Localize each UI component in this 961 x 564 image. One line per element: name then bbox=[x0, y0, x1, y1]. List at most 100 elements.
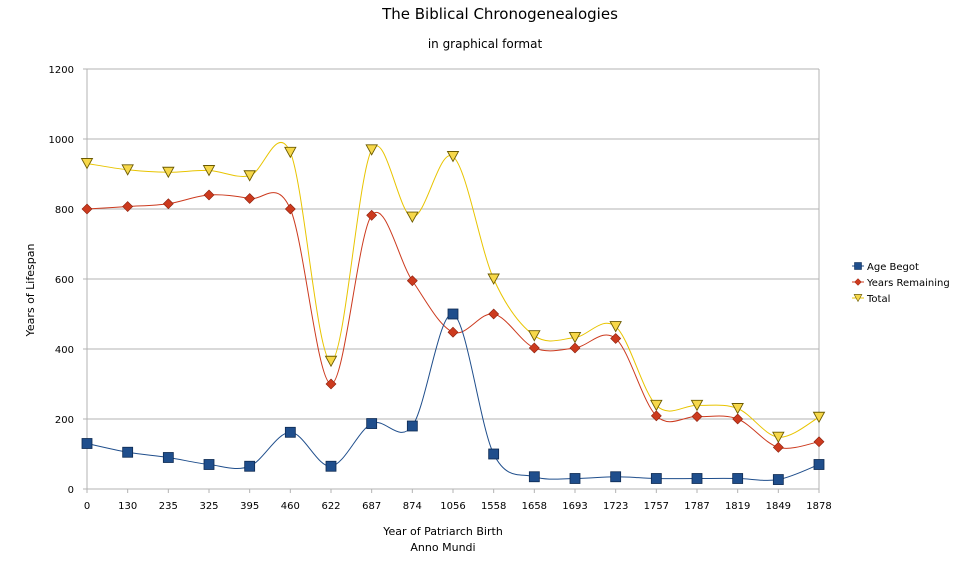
x-axis-title: Year of Patriarch Birth bbox=[382, 525, 503, 538]
point-years-remaining bbox=[528, 342, 540, 354]
x-tick-label: 1658 bbox=[522, 501, 547, 512]
point-total bbox=[528, 330, 541, 342]
point-total bbox=[365, 144, 378, 156]
series-layer bbox=[80, 142, 826, 485]
point-age-begot bbox=[366, 418, 378, 429]
legend: Age Begot Years Remaining Total bbox=[852, 262, 950, 305]
point-age-begot bbox=[488, 448, 500, 460]
point-years-remaining bbox=[447, 326, 459, 338]
y-tick-label: 400 bbox=[55, 345, 74, 356]
point-total bbox=[731, 403, 744, 415]
point-years-remaining bbox=[203, 189, 215, 201]
point-years-remaining bbox=[813, 436, 825, 448]
point-total bbox=[650, 399, 663, 412]
point-total bbox=[406, 211, 419, 223]
point-years-remaining bbox=[284, 203, 296, 215]
y-tick-label: 1200 bbox=[49, 65, 74, 76]
series-line-total bbox=[86, 142, 820, 438]
point-total bbox=[446, 151, 460, 163]
point-total bbox=[121, 164, 134, 176]
point-years-remaining bbox=[325, 378, 337, 390]
x-tick-label: 1723 bbox=[603, 501, 628, 512]
series-line-years-remaining bbox=[86, 192, 820, 449]
point-total bbox=[609, 321, 622, 333]
point-total bbox=[284, 146, 297, 159]
series-line-age-begot bbox=[86, 313, 820, 481]
legend-label-total: Total bbox=[866, 294, 890, 305]
y-tick-label: 200 bbox=[55, 415, 74, 426]
point-years-remaining bbox=[244, 193, 256, 204]
chart-subtitle: in graphical format bbox=[428, 37, 543, 51]
point-years-remaining bbox=[162, 198, 174, 210]
x-tick-label: 1819 bbox=[725, 501, 750, 512]
legend-marker-years-remaining bbox=[854, 278, 862, 286]
chart-title: The Biblical Chronogenealogies bbox=[381, 5, 618, 23]
point-age-begot bbox=[81, 438, 93, 449]
x-tick-label: 1056 bbox=[440, 501, 465, 512]
point-age-begot bbox=[325, 460, 337, 472]
x-tick-label: 874 bbox=[403, 501, 422, 512]
x-tick-label: 1878 bbox=[806, 501, 831, 512]
point-age-begot bbox=[244, 460, 256, 472]
x-tick-label: 395 bbox=[240, 501, 259, 512]
legend-label-years-remaining: Years Remaining bbox=[866, 278, 950, 289]
x-tick-label: 130 bbox=[118, 501, 137, 512]
point-age-begot bbox=[772, 474, 784, 485]
point-years-remaining bbox=[366, 209, 378, 221]
x-tick-label: 1849 bbox=[766, 501, 791, 512]
legend-marker-age-begot bbox=[854, 262, 862, 270]
x-tick-label: 1757 bbox=[644, 501, 669, 512]
x-tick-label: 325 bbox=[199, 501, 218, 512]
point-age-begot bbox=[122, 446, 134, 458]
point-total bbox=[202, 165, 216, 177]
point-age-begot bbox=[528, 471, 540, 483]
point-total bbox=[80, 158, 94, 170]
x-tick-label: 1693 bbox=[562, 501, 587, 512]
point-total bbox=[812, 411, 826, 424]
point-years-remaining bbox=[691, 411, 703, 422]
x-tick-label: 460 bbox=[281, 501, 300, 512]
point-years-remaining bbox=[569, 342, 581, 354]
point-total bbox=[324, 355, 338, 368]
y-tick-label: 1000 bbox=[49, 135, 74, 146]
point-years-remaining bbox=[122, 201, 134, 212]
point-total bbox=[568, 332, 582, 344]
point-age-begot bbox=[569, 473, 581, 484]
point-age-begot bbox=[610, 471, 622, 483]
point-age-begot bbox=[732, 473, 744, 484]
point-total bbox=[243, 170, 256, 182]
point-total bbox=[162, 166, 175, 179]
point-age-begot bbox=[650, 473, 662, 484]
x-tick-label: 235 bbox=[159, 501, 178, 512]
point-total bbox=[487, 273, 500, 285]
point-years-remaining bbox=[81, 203, 93, 215]
legend-label-age-begot: Age Begot bbox=[867, 262, 919, 273]
point-age-begot bbox=[691, 473, 703, 484]
point-years-remaining bbox=[488, 308, 500, 320]
point-age-begot bbox=[813, 459, 825, 470]
point-age-begot bbox=[284, 426, 296, 438]
point-age-begot bbox=[406, 420, 418, 432]
point-total bbox=[772, 431, 785, 444]
point-total bbox=[690, 399, 704, 412]
point-age-begot bbox=[447, 308, 459, 320]
grid-lines bbox=[87, 68, 819, 490]
x-tick-label: 687 bbox=[362, 501, 381, 512]
point-years-remaining bbox=[650, 410, 662, 422]
y-axis-title: Years of Lifespan bbox=[24, 244, 37, 338]
y-tick-label: 0 bbox=[68, 485, 74, 496]
point-years-remaining bbox=[406, 275, 418, 287]
x-tick-label: 1558 bbox=[481, 501, 506, 512]
point-years-remaining bbox=[772, 441, 784, 453]
axes: 0 200 400 600 800 1000 1200 0 130 235 325 395 460 622… bbox=[49, 65, 832, 512]
x-tick-label: 622 bbox=[321, 501, 340, 512]
y-tick-label: 800 bbox=[55, 205, 74, 216]
point-years-remaining bbox=[732, 413, 744, 425]
point-age-begot bbox=[203, 459, 215, 470]
x-tick-label: 0 bbox=[84, 501, 90, 512]
legend-marker-total bbox=[853, 294, 863, 303]
y-tick-label: 600 bbox=[55, 275, 74, 286]
point-age-begot bbox=[162, 452, 174, 463]
point-years-remaining bbox=[610, 333, 622, 344]
